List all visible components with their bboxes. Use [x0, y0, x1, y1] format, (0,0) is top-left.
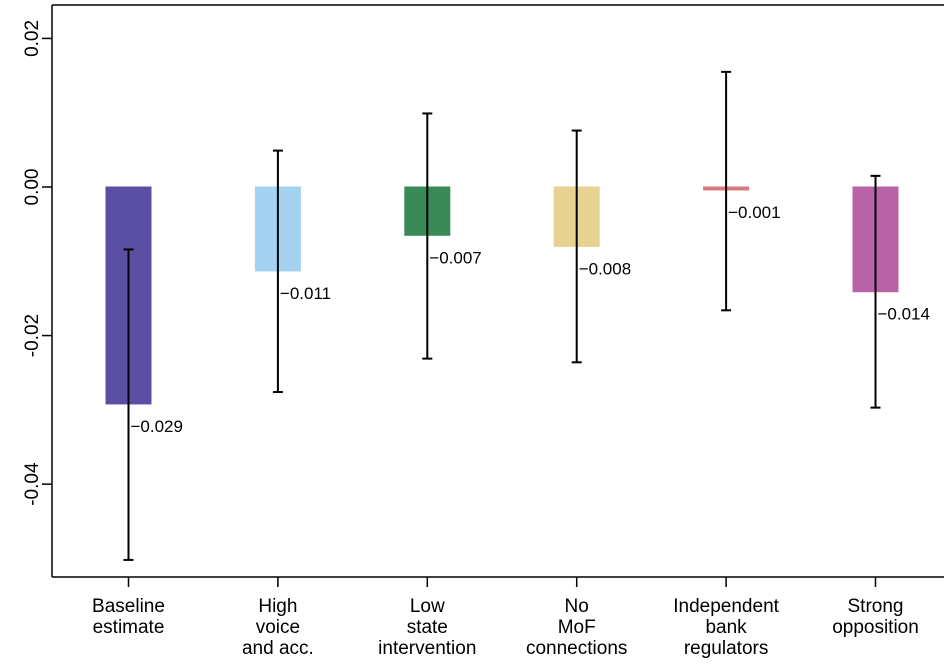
value-label-1: −0.011 [280, 284, 331, 303]
category-label-line: MoF [558, 617, 596, 638]
category-label-0: Baseline estimate [92, 596, 165, 638]
value-labels-group: −0.029 −0.011 −0.007 −0.008 −0.001 −0.014 [131, 203, 930, 436]
category-label-line: Strong [848, 596, 904, 617]
category-label-line: High [258, 596, 297, 617]
error-bars-group [123, 70, 881, 561]
category-label-4: Independent bank regulators [673, 596, 779, 659]
y-tick-label-1: 0.00 [22, 169, 43, 206]
category-label-line: bank [705, 617, 747, 638]
category-label-line: and acc. [242, 638, 314, 659]
axes-group: 0.02 0.00 -0.02 -0.04 [22, 4, 944, 587]
category-label-line: No [565, 596, 589, 617]
category-label-line: voice [256, 617, 300, 638]
category-label-line: connections [526, 638, 627, 659]
category-label-5: Strong opposition [832, 596, 919, 638]
category-label-line: Low [410, 596, 445, 617]
y-tick-label-2: -0.02 [22, 314, 43, 357]
category-label-line: intervention [378, 638, 476, 659]
y-tick-label-0: 0.02 [22, 20, 43, 57]
category-label-line: regulators [684, 638, 769, 659]
category-labels-group: Baseline estimate High voice and acc. Low stat… [92, 596, 919, 659]
category-label-line: estimate [93, 617, 165, 638]
value-label-3: −0.008 [579, 259, 631, 278]
value-label-5: −0.014 [878, 305, 930, 324]
category-label-line: Baseline [92, 596, 165, 617]
category-label-line: state [407, 617, 448, 638]
y-tick-label-3: -0.04 [22, 462, 43, 506]
value-label-4: −0.001 [728, 203, 780, 222]
value-label-2: −0.007 [429, 248, 481, 267]
category-label-1: High voice and acc. [242, 596, 314, 659]
category-label-line: Independent [673, 596, 779, 617]
category-label-2: Low state intervention [378, 596, 476, 659]
value-label-0: −0.029 [131, 417, 183, 436]
category-label-3: No MoF connections [526, 596, 627, 659]
category-label-line: opposition [832, 617, 919, 638]
